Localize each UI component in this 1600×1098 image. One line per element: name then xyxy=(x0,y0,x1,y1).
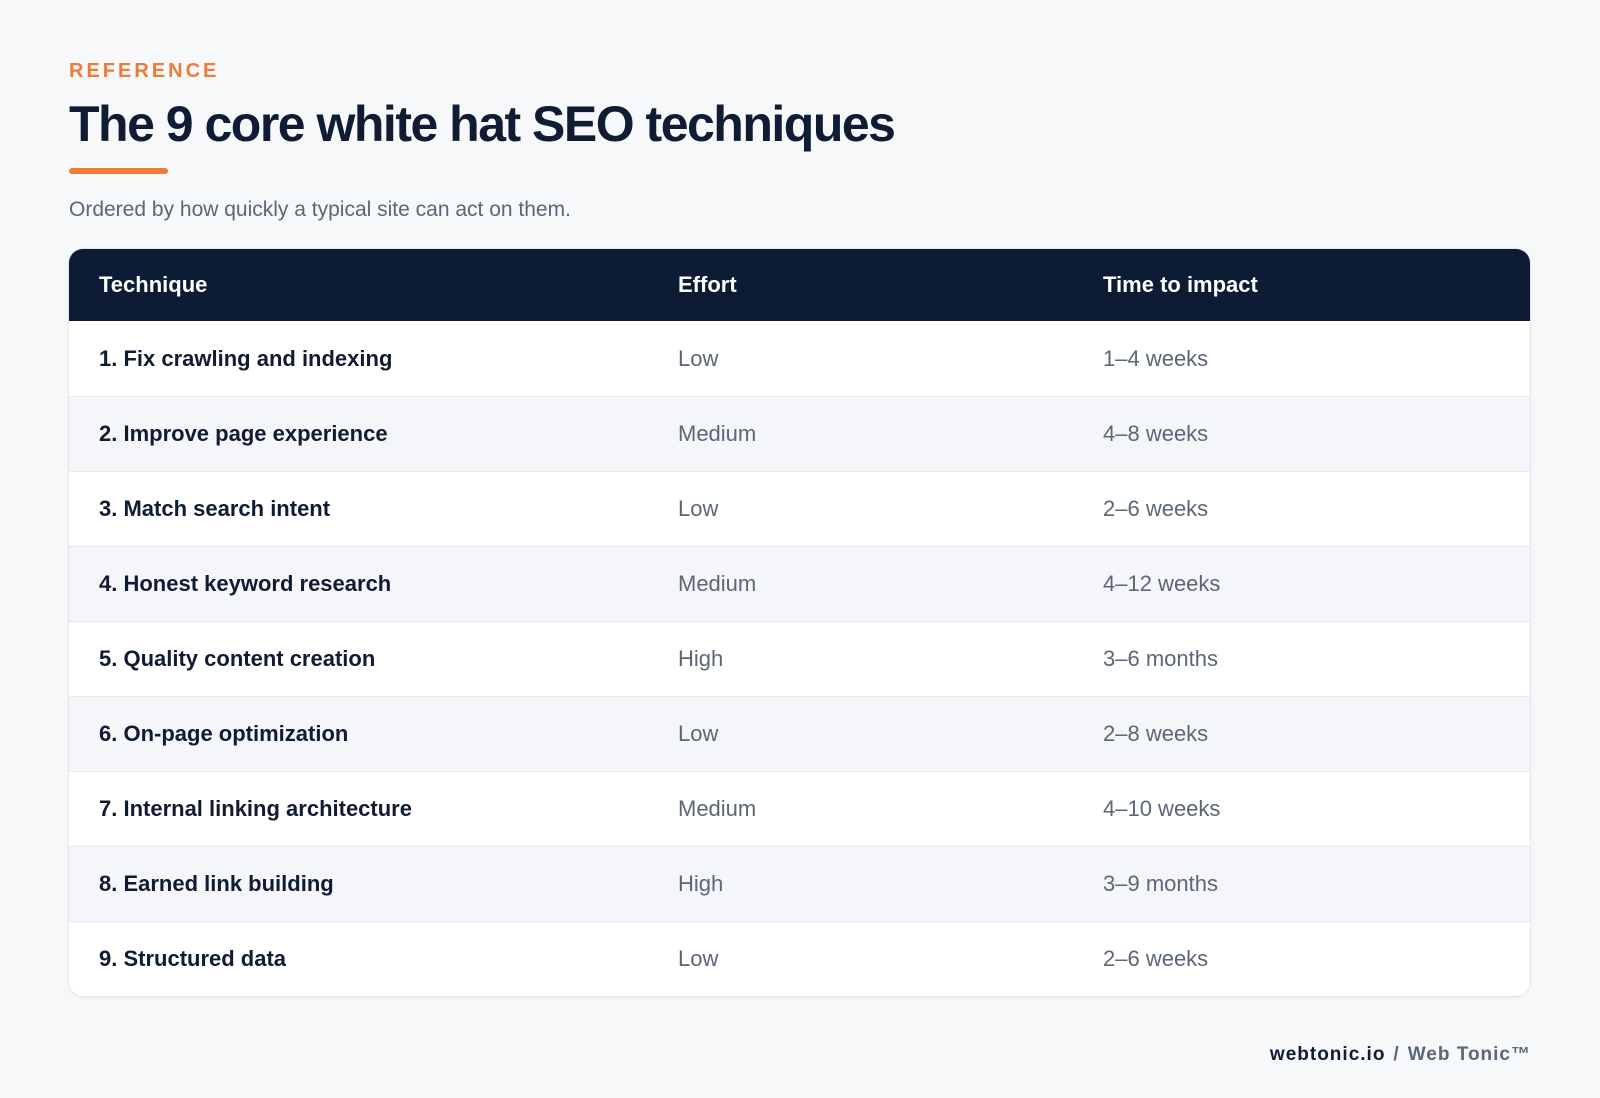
table-row: 8. Earned link building High 3–9 months xyxy=(69,846,1530,921)
table-row: 1. Fix crawling and indexing Low 1–4 wee… xyxy=(69,321,1530,396)
effort-cell: High xyxy=(678,871,724,896)
effort-cell: Low xyxy=(678,496,719,521)
time-to-impact-cell: 2–6 weeks xyxy=(1103,496,1209,521)
page: REFERENCE The 9 core white hat SEO techn… xyxy=(69,58,1530,996)
time-to-impact-cell: 3–6 months xyxy=(1103,646,1218,671)
table-row: 4. Honest keyword research Medium 4–12 w… xyxy=(69,546,1530,621)
technique-cell: 5. Quality content creation xyxy=(99,646,376,671)
table-row: 9. Structured data Low 2–6 weeks xyxy=(69,921,1530,996)
technique-cell: 2. Improve page experience xyxy=(99,421,388,446)
eyebrow-label: REFERENCE xyxy=(69,60,220,82)
technique-cell: 6. On-page optimization xyxy=(99,721,349,746)
table-header: Technique Effort Time to impact xyxy=(69,249,1530,321)
effort-cell: Low xyxy=(678,946,719,971)
techniques-table: Technique Effort Time to impact 1. Fix c… xyxy=(69,249,1530,996)
effort-cell: Medium xyxy=(678,421,757,446)
technique-cell: 3. Match search intent xyxy=(99,496,331,521)
time-to-impact-cell: 4–10 weeks xyxy=(1103,796,1221,821)
time-to-impact-cell: 2–6 weeks xyxy=(1103,946,1209,971)
technique-cell: 9. Structured data xyxy=(99,946,287,971)
column-header-technique: Technique xyxy=(99,272,208,297)
table-row: 6. On-page optimization Low 2–8 weeks xyxy=(69,696,1530,771)
footer-domain: webtonic.io xyxy=(1269,1044,1386,1065)
time-to-impact-cell: 1–4 weeks xyxy=(1103,345,1209,371)
technique-cell: 7. Internal linking architecture xyxy=(99,796,412,821)
effort-cell: Medium xyxy=(678,796,757,821)
footer-brand: Web Tonic™ xyxy=(1407,1044,1531,1065)
column-header-effort: Effort xyxy=(678,272,737,297)
effort-cell: Low xyxy=(678,721,719,746)
time-to-impact-cell: 2–8 weeks xyxy=(1103,721,1209,746)
table-row: 3. Match search intent Low 2–6 weeks xyxy=(69,471,1530,546)
page-title: The 9 core white hat SEO techniques xyxy=(69,96,896,152)
time-to-impact-cell: 4–12 weeks xyxy=(1103,571,1221,596)
title-accent-bar xyxy=(69,168,168,174)
effort-cell: High xyxy=(678,646,724,671)
effort-cell: Medium xyxy=(678,571,757,596)
page-subtitle: Ordered by how quickly a typical site ca… xyxy=(69,198,571,221)
technique-cell: 4. Honest keyword research xyxy=(99,571,392,596)
table-row: 5. Quality content creation High 3–6 mon… xyxy=(69,621,1530,696)
effort-cell: Low xyxy=(678,345,719,371)
technique-cell: 1. Fix crawling and indexing xyxy=(99,345,393,371)
time-to-impact-cell: 4–8 weeks xyxy=(1103,421,1209,446)
footer-separator: / xyxy=(1393,1044,1400,1065)
table-row: 7. Internal linking architecture Medium … xyxy=(69,771,1530,846)
column-header-time-to-impact: Time to impact xyxy=(1103,272,1258,297)
technique-cell: 8. Earned link building xyxy=(99,871,334,896)
footer-credit: webtonic.io / Web Tonic™ xyxy=(1270,1042,1531,1068)
time-to-impact-cell: 3–9 months xyxy=(1103,871,1218,896)
table-row: 2. Improve page experience Medium 4–8 we… xyxy=(69,396,1530,471)
